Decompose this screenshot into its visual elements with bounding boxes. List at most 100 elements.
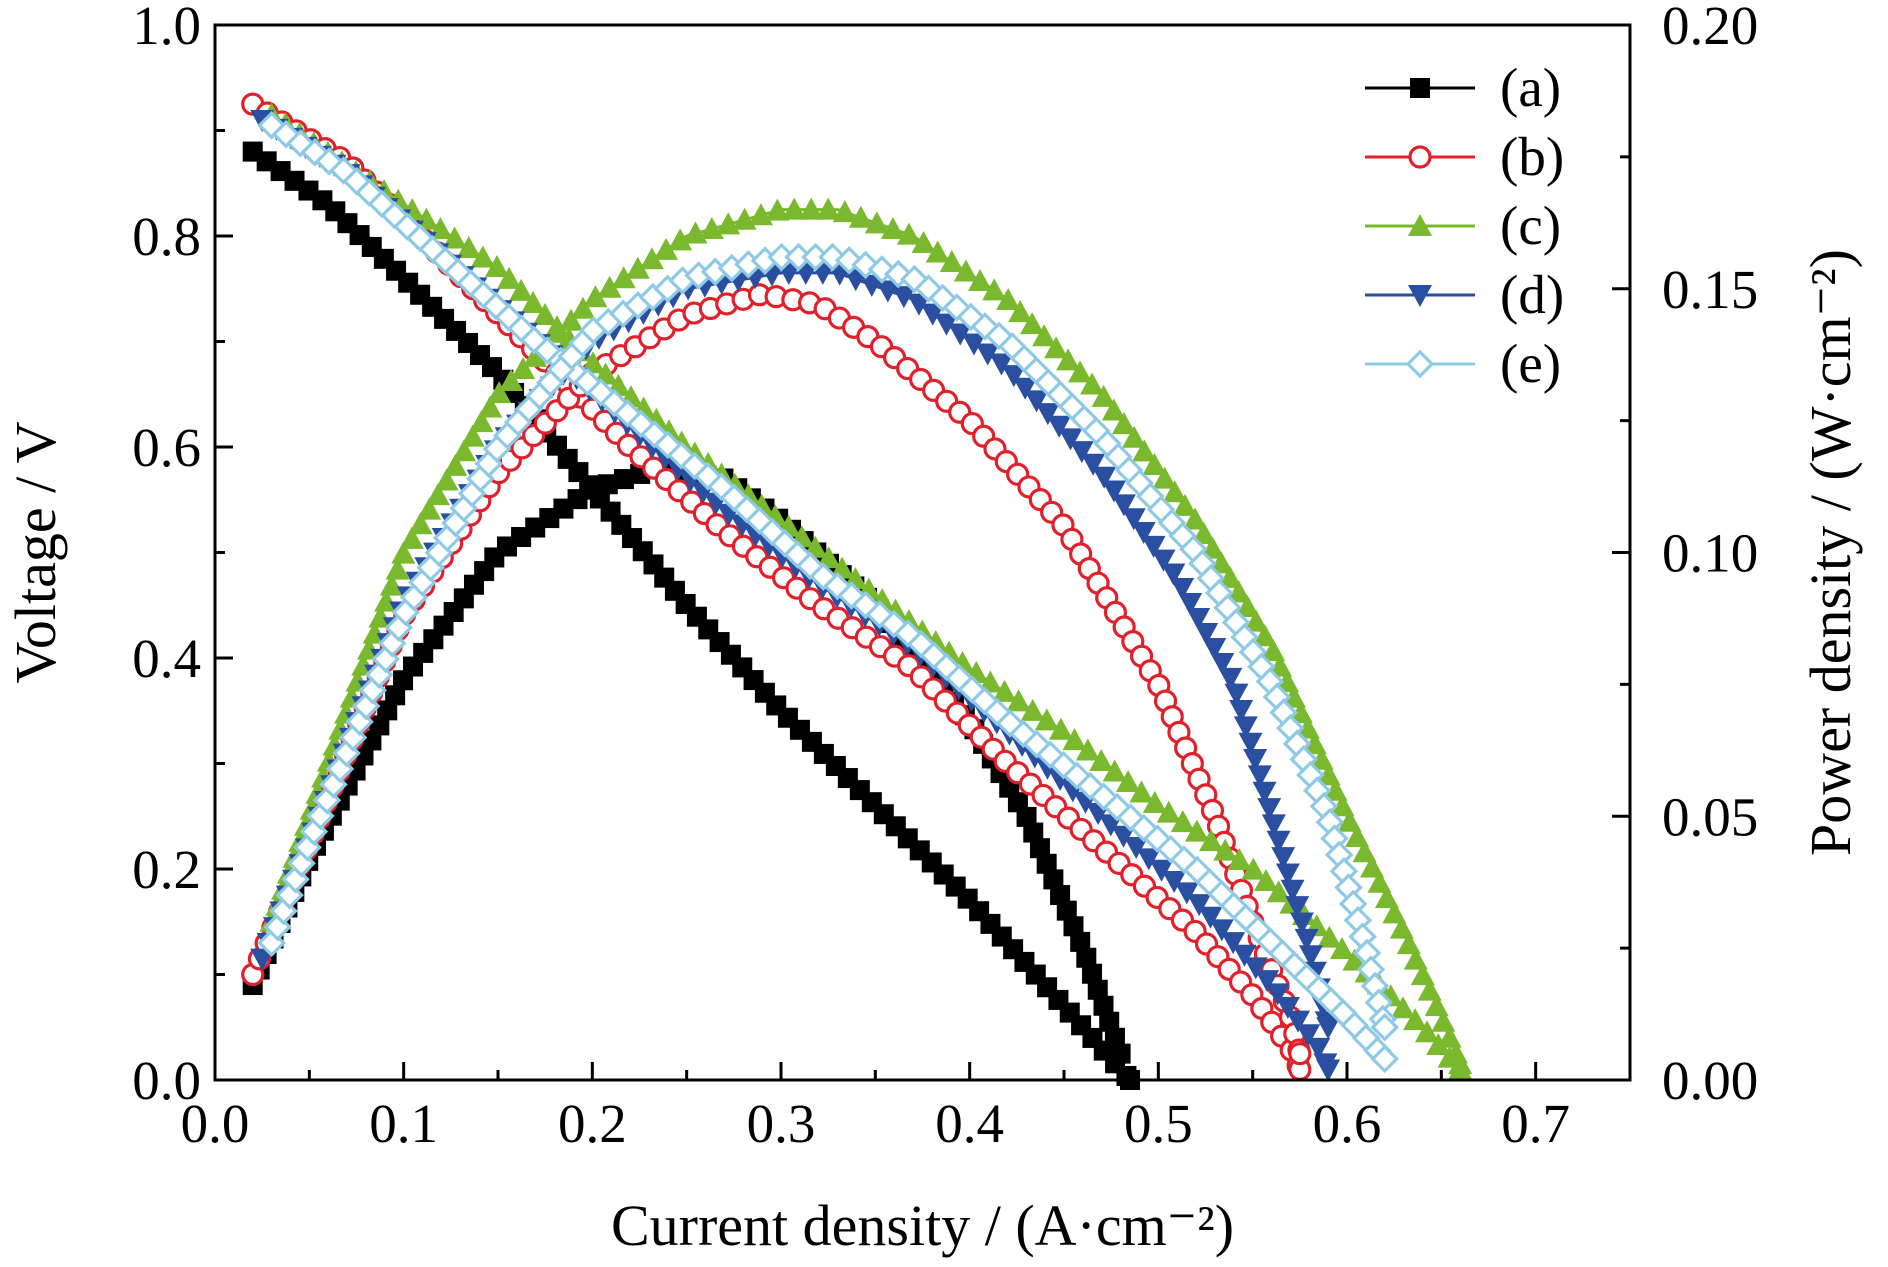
data-point xyxy=(1034,708,1059,731)
data-point xyxy=(1337,809,1362,832)
data-point xyxy=(597,275,622,298)
data-point xyxy=(385,557,410,580)
data-point xyxy=(417,497,442,520)
data-point xyxy=(1229,700,1254,723)
data-point xyxy=(1255,970,1280,993)
data-point xyxy=(1235,595,1260,618)
data-point xyxy=(1448,1052,1473,1075)
data-point xyxy=(1360,855,1385,878)
data-point xyxy=(1087,979,1108,1000)
data-point xyxy=(611,266,636,289)
data-point xyxy=(1170,810,1195,833)
data-point xyxy=(1035,403,1060,426)
data-point xyxy=(499,369,524,392)
data-point xyxy=(1275,863,1300,886)
data-point xyxy=(848,205,873,228)
data-point xyxy=(639,247,664,270)
data-point xyxy=(1023,822,1044,843)
legend-label: (b) xyxy=(1500,126,1564,187)
data-point xyxy=(257,110,286,140)
data-point xyxy=(1056,900,1077,921)
data-point xyxy=(1218,565,1243,588)
data-point xyxy=(1056,348,1081,371)
ticks-layer: 0.0 0.1 0.2 0.3 0.4 0.5 0.6 0.7 0.0 0.2 0.4 0.6 0.8 1… xyxy=(132,0,1758,1154)
x-tick-label: 0.1 xyxy=(369,1093,438,1154)
data-point xyxy=(1162,871,1187,894)
y-left-tick-label: 1.0 xyxy=(132,0,201,56)
data-point xyxy=(1024,390,1049,413)
data-point xyxy=(1091,384,1116,407)
data-point xyxy=(1058,428,1083,451)
data-point xyxy=(1247,765,1272,788)
data-point xyxy=(456,236,481,259)
data-point xyxy=(1048,717,1073,740)
data-point xyxy=(1198,906,1223,929)
data-point xyxy=(1151,549,1176,572)
data-point xyxy=(1330,794,1355,817)
data-point xyxy=(982,278,1007,301)
data-point xyxy=(1298,945,1323,968)
data-point xyxy=(1194,622,1219,645)
data-point xyxy=(1110,1043,1131,1064)
data-point xyxy=(1178,593,1203,616)
x-tick-label: 0.3 xyxy=(747,1093,816,1154)
data-point xyxy=(953,259,978,282)
data-point xyxy=(1316,763,1341,786)
data-point xyxy=(1161,563,1186,586)
data-point xyxy=(1266,830,1291,853)
x-tick-label: 0.6 xyxy=(1313,1093,1382,1154)
data-point xyxy=(1410,963,1435,986)
data-point xyxy=(961,333,986,356)
data-point xyxy=(1330,936,1355,959)
data-point xyxy=(1075,738,1100,761)
data-point xyxy=(1183,507,1208,530)
data-point xyxy=(509,278,534,301)
data-point xyxy=(1101,398,1126,421)
x-tick-label: 0.5 xyxy=(1124,1093,1193,1154)
y-axis-right-title: Power density / (W·cm⁻²) xyxy=(1798,249,1863,856)
data-point xyxy=(625,256,650,279)
data-point xyxy=(478,395,503,418)
data-point xyxy=(832,200,857,223)
data-point xyxy=(353,745,374,766)
data-point xyxy=(1218,667,1243,690)
data-point xyxy=(1288,1042,1312,1066)
data-point xyxy=(1093,995,1114,1016)
data-point xyxy=(1352,840,1377,863)
data-point xyxy=(1252,624,1277,647)
data-point xyxy=(1174,882,1199,905)
data-point xyxy=(511,356,536,379)
data-point xyxy=(668,228,693,251)
data-point xyxy=(1266,880,1291,903)
data-point xyxy=(830,556,855,579)
data-point xyxy=(1370,1044,1399,1074)
y-right-tick-label: 0.10 xyxy=(1662,523,1758,584)
data-point xyxy=(1016,806,1037,827)
data-point xyxy=(1121,508,1146,531)
data-point xyxy=(523,344,548,367)
data-point xyxy=(597,474,618,495)
data-point xyxy=(1099,1011,1120,1032)
data-point xyxy=(934,313,959,336)
x-tick-label: 0.0 xyxy=(181,1093,250,1154)
series-layer xyxy=(241,92,1473,1090)
data-point xyxy=(1288,701,1313,724)
data-point xyxy=(1129,780,1154,803)
y-left-tick-label: 0.4 xyxy=(132,628,201,689)
data-point xyxy=(361,730,382,751)
data-point xyxy=(1187,894,1212,917)
data-point xyxy=(1243,957,1268,980)
data-point xyxy=(1162,480,1187,503)
data-point xyxy=(1268,654,1293,677)
legend-label: (e) xyxy=(1500,333,1561,394)
data-point xyxy=(1124,837,1149,860)
data-point xyxy=(1390,996,1415,1019)
data-point xyxy=(1261,814,1286,837)
data-point xyxy=(920,303,945,326)
data-point xyxy=(864,211,889,234)
data-point xyxy=(1001,365,1026,388)
data-point xyxy=(1367,870,1392,893)
x-axis-title: Current density / (A·cm⁻²) xyxy=(611,1193,1234,1258)
data-point xyxy=(1020,312,1045,335)
